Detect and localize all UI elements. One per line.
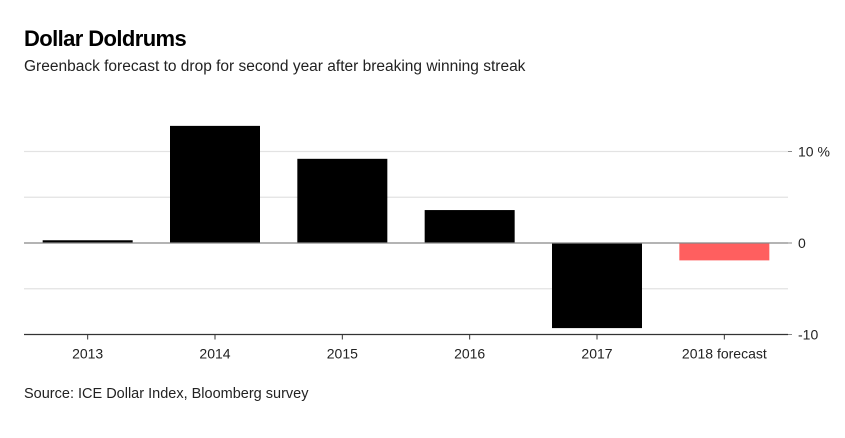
- x-tick-label: 2013: [72, 346, 103, 362]
- bar-2015: [297, 158, 388, 243]
- chart-subtitle: Greenback forecast to drop for second ye…: [24, 58, 526, 75]
- bars: [42, 125, 770, 329]
- x-tick-label: 2017: [581, 346, 612, 362]
- source-note: Source: ICE Dollar Index, Bloomberg surv…: [24, 386, 309, 402]
- x-tick-label: 2014: [199, 346, 230, 362]
- y-tick-label: -10: [798, 327, 818, 343]
- y-tick-label: 0: [798, 235, 806, 251]
- bar-2016: [424, 210, 515, 243]
- x-tick-label: 2018 forecast: [682, 346, 767, 362]
- bar-2013: [42, 240, 133, 243]
- gridlines: [24, 150, 788, 290]
- x-tick-label: 2016: [454, 346, 485, 362]
- bar-2014: [170, 125, 260, 243]
- tick-labels: 2013 2014 2015 2016 2017 2018 forecast -10 0 10 …: [72, 144, 830, 362]
- bar-2018-forecast: [679, 243, 770, 261]
- chart-title: Dollar Doldrums: [24, 26, 187, 51]
- axes: [24, 151, 792, 340]
- x-tick-label: 2015: [327, 346, 358, 362]
- y-tick-label: 10 %: [798, 144, 830, 160]
- bar-2017: [552, 243, 642, 329]
